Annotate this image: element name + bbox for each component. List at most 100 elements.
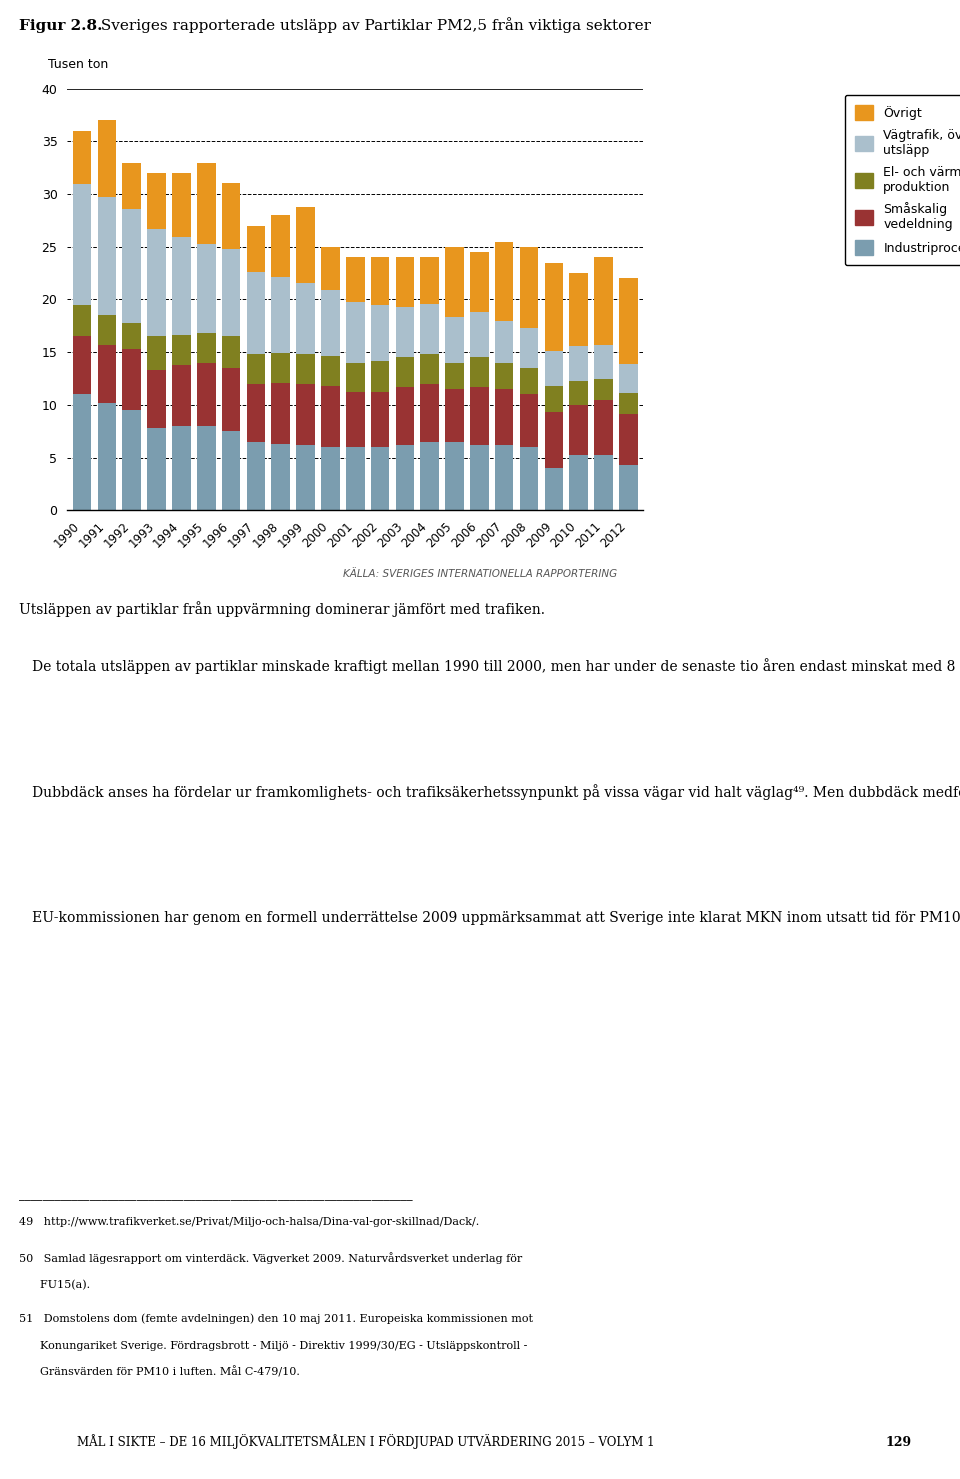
Text: Sveriges rapporterade utsläpp av Partiklar PM2,5 från viktiga sektorer: Sveriges rapporterade utsläpp av Partikl… <box>96 16 651 33</box>
Bar <box>346 257 365 302</box>
Bar <box>297 445 315 510</box>
Bar <box>98 402 116 510</box>
Bar <box>346 302 365 362</box>
Bar <box>172 237 191 336</box>
Bar <box>445 247 464 318</box>
Bar <box>197 333 216 362</box>
Bar <box>544 351 564 386</box>
Bar <box>247 272 265 355</box>
Text: De totala utsläppen av partiklar minskade kraftigt mellan 1990 till 2000, men ha: De totala utsläppen av partiklar minskad… <box>19 658 960 674</box>
Text: FU15(a).: FU15(a). <box>19 1279 90 1290</box>
Text: 129: 129 <box>886 1436 912 1449</box>
Bar <box>519 328 539 368</box>
Bar <box>594 379 612 399</box>
Text: 49   http://www.trafikverket.se/Privat/Miljo-och-halsa/Dina-val-gor-skillnad/Dac: 49 http://www.trafikverket.se/Privat/Mil… <box>19 1217 479 1226</box>
Text: KÄLLA: SVERIGES INTERNATIONELLA RAPPORTERING: KÄLLA: SVERIGES INTERNATIONELLA RAPPORTE… <box>343 569 617 578</box>
Bar <box>445 362 464 389</box>
Bar <box>222 248 240 336</box>
Text: Utsläppen av partiklar från uppvärmning dominerar jämfört med trafiken.: Utsläppen av partiklar från uppvärmning … <box>19 600 545 617</box>
Bar <box>147 173 166 229</box>
Bar <box>445 389 464 442</box>
Legend: Övrigt, Vägtrafik, övriga
utsläpp, El- och värme-
produktion, Småskalig
vedeldni: Övrigt, Vägtrafik, övriga utsläpp, El- o… <box>845 95 960 265</box>
Bar <box>594 399 612 456</box>
Bar <box>544 467 564 510</box>
Bar <box>98 315 116 345</box>
Bar <box>321 447 340 510</box>
Text: Gränsvärden för PM10 i luften. Mål C-479/10.: Gränsvärden för PM10 i luften. Mål C-479… <box>19 1367 300 1377</box>
Bar <box>619 414 637 464</box>
Bar <box>297 282 315 355</box>
Bar <box>594 345 612 379</box>
Bar <box>123 410 141 510</box>
Bar <box>445 442 464 510</box>
Bar <box>619 364 637 393</box>
Bar <box>272 383 290 444</box>
Bar <box>396 257 414 306</box>
Bar <box>73 336 91 395</box>
Bar <box>494 445 514 510</box>
Bar <box>371 447 390 510</box>
Bar <box>147 336 166 370</box>
Bar <box>494 321 514 362</box>
Text: Konungariket Sverige. Fördragsbrott - Miljö - Direktiv 1999/30/EG - Utsläppskont: Konungariket Sverige. Fördragsbrott - Mi… <box>19 1341 528 1350</box>
Bar <box>420 303 439 355</box>
Bar <box>222 336 240 368</box>
Bar <box>222 432 240 510</box>
Bar <box>73 395 91 510</box>
Bar <box>272 444 290 510</box>
Text: Dubbdäck anses ha fördelar ur framkomlighets- och trafiksäkerhetssynpunkt på vis: Dubbdäck anses ha fördelar ur framkomlig… <box>19 784 960 800</box>
Bar <box>297 355 315 385</box>
Bar <box>396 387 414 445</box>
Bar <box>544 413 564 467</box>
Bar <box>321 356 340 386</box>
Bar <box>321 386 340 447</box>
Bar <box>420 257 439 303</box>
Bar <box>420 442 439 510</box>
Bar <box>197 426 216 510</box>
Bar <box>247 226 265 272</box>
Bar <box>371 305 390 361</box>
Bar <box>197 362 216 426</box>
Bar <box>247 385 265 442</box>
Text: Figur 2.8.: Figur 2.8. <box>19 19 103 33</box>
Bar <box>371 361 390 392</box>
Bar <box>247 442 265 510</box>
Bar <box>519 395 539 447</box>
Bar <box>619 464 637 510</box>
Bar <box>371 257 390 305</box>
Bar <box>197 244 216 333</box>
Bar <box>73 132 91 183</box>
Text: 51   Domstolens dom (femte avdelningen) den 10 maj 2011. Europeiska kommissionen: 51 Domstolens dom (femte avdelningen) de… <box>19 1313 533 1324</box>
Bar <box>222 368 240 432</box>
Bar <box>494 241 514 321</box>
Bar <box>346 392 365 447</box>
Bar <box>123 209 141 322</box>
Bar <box>494 389 514 445</box>
Bar <box>272 216 290 278</box>
Bar <box>98 197 116 315</box>
Bar <box>420 355 439 385</box>
Bar <box>172 365 191 426</box>
Bar <box>73 305 91 336</box>
Bar <box>470 358 489 387</box>
Text: ___________________________________________________________________: ________________________________________… <box>19 1191 413 1201</box>
Bar <box>519 368 539 395</box>
Bar <box>569 456 588 510</box>
Bar <box>172 426 191 510</box>
Bar <box>569 405 588 456</box>
Bar <box>123 349 141 410</box>
Bar <box>371 392 390 447</box>
Text: EU-kommissionen har genom en formell underrättelse 2009 uppmärksammat att Sverig: EU-kommissionen har genom en formell und… <box>19 910 960 926</box>
Bar <box>98 345 116 402</box>
Bar <box>346 362 365 392</box>
Bar <box>519 247 539 328</box>
Bar <box>594 257 612 345</box>
Bar <box>147 229 166 336</box>
Bar <box>594 456 612 510</box>
Bar <box>470 387 489 445</box>
Bar <box>445 318 464 362</box>
Text: 50   Samlad lägesrapport om vinterdäck. Vägverket 2009. Naturvårdsverket underla: 50 Samlad lägesrapport om vinterdäck. Vä… <box>19 1251 522 1263</box>
Bar <box>470 312 489 358</box>
Bar <box>98 120 116 197</box>
Bar <box>396 358 414 387</box>
